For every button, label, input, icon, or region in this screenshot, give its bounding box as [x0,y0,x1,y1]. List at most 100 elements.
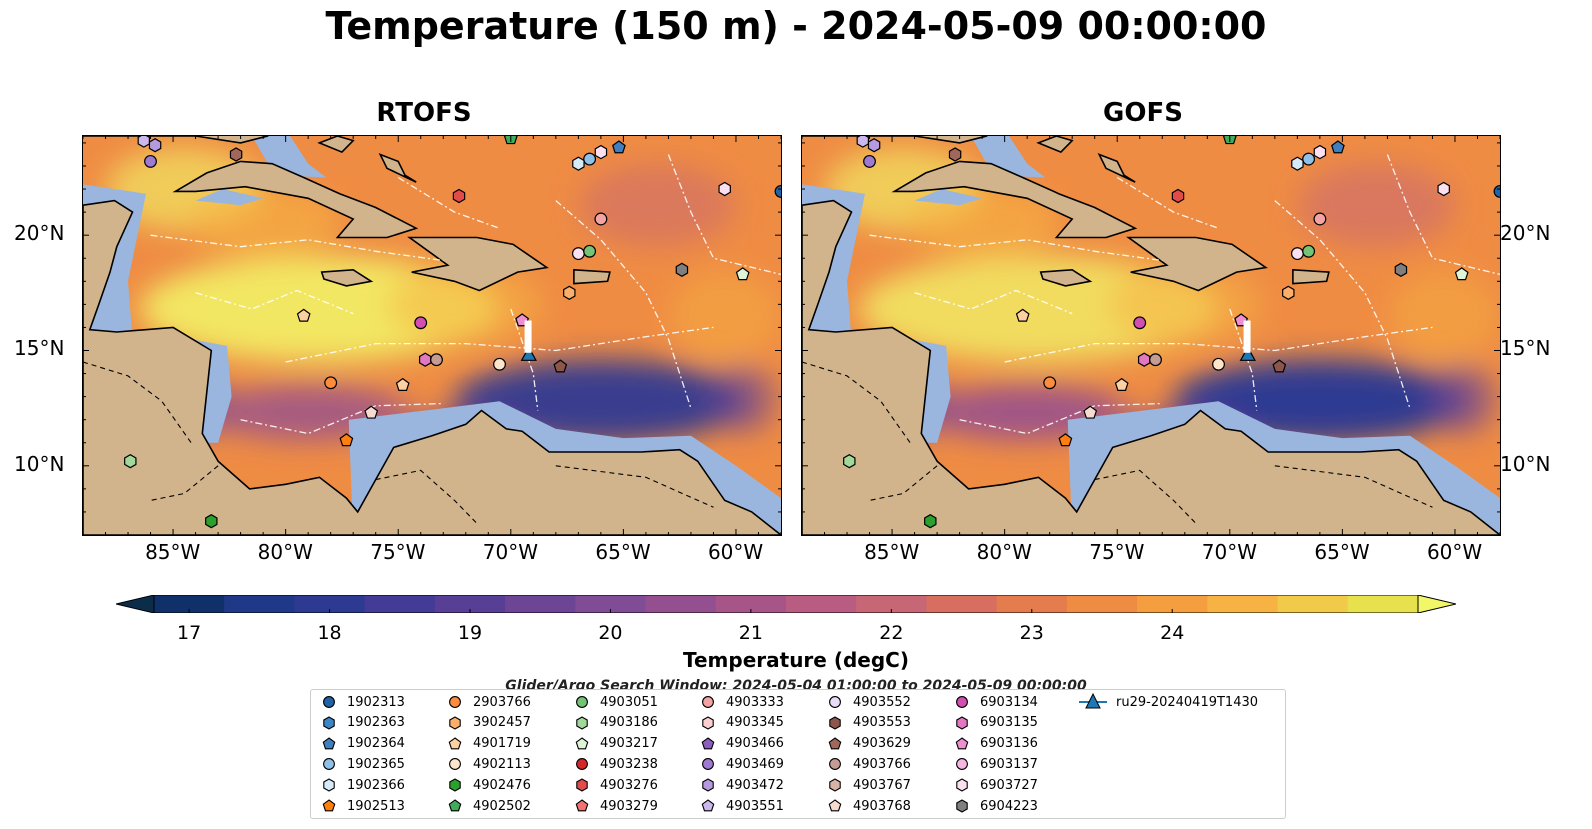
argo-float-marker[interactable] [1133,316,1147,330]
legend-label: 4903629 [853,736,911,752]
argo-float-marker[interactable] [594,144,608,160]
argo-float-marker[interactable] [1212,357,1225,371]
argo-float-marker[interactable] [1437,181,1450,197]
argo-float-marker[interactable] [583,152,597,166]
colorbar-segment [154,595,225,613]
colorbar-segment [926,595,998,613]
argo-float-marker[interactable] [1394,262,1408,277]
argo-float-marker[interactable] [1313,212,1327,226]
float-legend-icon [575,799,589,812]
glider-legend-icon [1079,693,1107,709]
argo-float-marker[interactable] [594,212,608,226]
panel-title-rtofs: RTOFS [376,98,472,128]
argo-float-marker[interactable] [1137,352,1151,367]
legend-item: ru29-20240419T1430 [1078,692,1258,712]
colorbar-segment [786,595,857,613]
argo-float-marker[interactable] [863,154,876,168]
argo-float-marker[interactable] [867,138,881,153]
float-legend-icon [829,716,841,730]
float-legend-icon [323,778,335,792]
legend-item: 4903186 [572,713,658,733]
legend-label: 4903767 [853,777,911,793]
argo-float-marker[interactable] [124,454,137,469]
argo-float-marker[interactable] [1058,433,1073,447]
argo-float-marker[interactable] [229,147,243,162]
argo-float-marker[interactable] [1302,244,1316,258]
glider-position-marker[interactable] [520,346,537,361]
argo-float-marker[interactable] [296,308,311,322]
argo-float-marker[interactable] [1083,405,1098,419]
argo-float-marker[interactable] [1454,267,1469,281]
legend-label: 1902365 [347,756,405,772]
argo-float-marker[interactable] [948,147,962,162]
argo-float-marker[interactable] [364,405,379,419]
argo-float-marker[interactable] [1313,144,1327,160]
argo-float-marker[interactable] [395,377,410,391]
argo-float-marker[interactable] [1290,247,1304,261]
argo-float-marker[interactable] [571,247,585,261]
argo-float-marker[interactable] [583,244,597,258]
legend-item: 4903345 [698,713,784,733]
legend-label: 4903345 [726,715,784,731]
argo-float-marker[interactable] [1043,376,1057,390]
argo-float-marker[interactable] [148,138,162,153]
argo-float-marker[interactable] [924,514,937,529]
argo-float-marker[interactable] [430,353,443,367]
argo-float-marker[interactable] [418,352,432,367]
argo-float-marker[interactable] [572,156,585,171]
argo-float-marker[interactable] [612,140,626,154]
float-legend-icon [323,696,335,708]
argo-float-marker[interactable] [414,316,428,330]
argo-float-marker[interactable] [1015,308,1030,322]
lat-tick-label: 15°N [14,336,65,361]
float-legend-icon [702,716,714,730]
argo-float-marker[interactable] [1291,156,1304,171]
legend-item: 4903238 [572,754,658,774]
argo-float-marker[interactable] [1282,285,1295,300]
float-legend-icon [829,778,841,792]
argo-float-marker[interactable] [1171,188,1185,204]
float-legend-icon [956,716,968,730]
argo-float-marker[interactable] [1114,377,1129,391]
argo-float-marker[interactable] [144,154,157,168]
argo-float-marker[interactable] [1149,353,1162,367]
legend-item: 6904223 [952,796,1038,816]
argo-float-marker[interactable] [1302,152,1316,166]
legend-item: 1902365 [319,754,405,774]
colorbar-segment [1137,595,1208,613]
argo-float-marker[interactable] [137,136,151,148]
legend-label: 1902513 [347,798,405,814]
legend-label: 4903051 [600,694,658,710]
argo-float-marker[interactable] [675,262,689,277]
argo-float-marker[interactable] [774,184,781,198]
argo-float-marker[interactable] [843,454,856,469]
colorbar-segment [1347,595,1419,613]
argo-float-marker[interactable] [324,376,338,390]
rtofs-map-panel[interactable] [82,135,782,536]
lon-tick-label: 75°W [1089,540,1145,564]
float-legend-icon [576,716,588,730]
float-legend-icon [955,736,969,749]
float-legend-icon [576,778,588,792]
argo-float-marker[interactable] [735,267,750,281]
argo-float-marker[interactable] [856,136,870,148]
argo-float-marker[interactable] [718,181,731,197]
argo-float-marker[interactable] [452,188,466,204]
argo-float-marker[interactable] [339,433,354,447]
legend-item: 4903217 [572,734,658,754]
argo-float-marker[interactable] [1331,140,1345,154]
glider-position-marker[interactable] [1239,346,1256,361]
legend-item: 1902364 [319,734,405,754]
argo-float-marker[interactable] [1493,184,1500,198]
lat-tick-label: 20°N [14,221,65,246]
legend-label: 1902364 [347,736,405,752]
gofs-map-panel[interactable] [801,135,1501,536]
argo-float-marker[interactable] [553,359,568,373]
argo-float-marker[interactable] [1272,359,1287,373]
legend-label: 1902363 [347,715,405,731]
argo-float-marker[interactable] [205,514,218,529]
legend-label: 4903217 [600,736,658,752]
argo-float-marker[interactable] [563,285,576,300]
float-legend-icon [576,696,588,708]
argo-float-marker[interactable] [493,357,506,371]
